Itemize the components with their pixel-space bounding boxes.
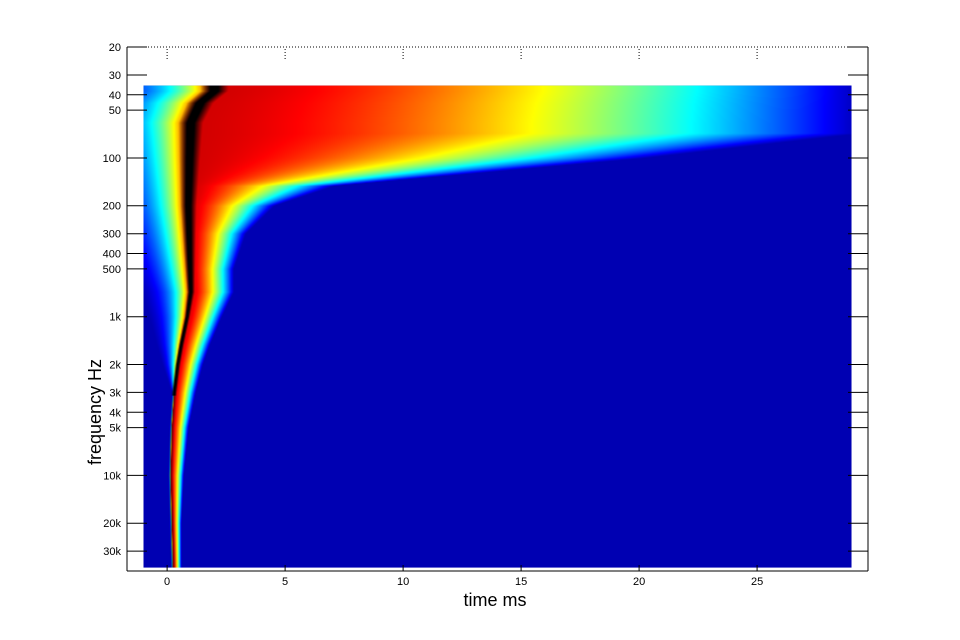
y-tick-label: 500 [103,264,121,276]
y-tick-label: 1k [109,312,121,324]
y-tick-label: 40 [109,90,121,102]
axes-lines [126,47,869,572]
y-tick-label: 10k [103,470,121,482]
y-tick-label: 20k [103,518,121,530]
y-tick-label: 4k [109,407,121,419]
y-tick-label: 400 [103,249,121,261]
x-axis-title: time ms [464,590,527,610]
y-tick-label: 5k [109,423,121,435]
y-tick-label: 300 [103,229,121,241]
x-tick-label: 0 [164,576,170,588]
y-tick-label: 2k [109,359,121,371]
y-axis-title: frequency Hz [85,359,105,465]
y-tick-label: 100 [103,153,121,165]
x-tick-label: 25 [751,576,763,588]
y-tick-label: 20 [109,42,121,54]
y-tick-label: 30 [109,70,121,82]
x-tick-label: 15 [515,576,527,588]
y-axis-ticks: 20 30 40 50 100 200 300 400 500 1k 2k 3k 4k 5k 10k 20k 3… [103,42,868,558]
x-axis-ticks: 0 5 10 15 20 25 [164,49,763,588]
y-tick-label: 30k [103,546,121,558]
y-tick-label: 50 [109,105,121,117]
y-tick-label: 200 [103,201,121,213]
x-tick-label: 20 [633,576,645,588]
heatmap-image [143,85,852,568]
x-tick-label: 5 [282,576,288,588]
x-tick-label: 10 [397,576,409,588]
y-tick-label: 3k [109,387,121,399]
